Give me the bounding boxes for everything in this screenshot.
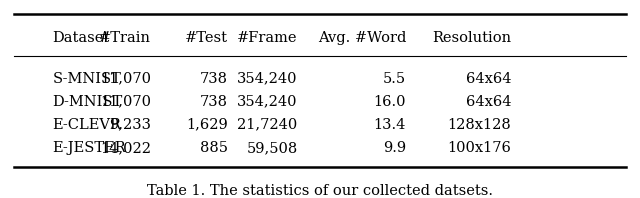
Text: 14,022: 14,022 [100,141,151,155]
Text: 738: 738 [200,72,228,86]
Text: 9,233: 9,233 [109,118,151,132]
Text: Dataset: Dataset [52,31,109,45]
Text: 5.5: 5.5 [383,72,406,86]
Text: 64x64: 64x64 [466,95,511,109]
Text: 128x128: 128x128 [447,118,511,132]
Text: E-JESTER: E-JESTER [52,141,126,155]
Text: #Frame: #Frame [237,31,298,45]
Text: 59,508: 59,508 [246,141,298,155]
Text: 11,070: 11,070 [100,72,151,86]
Text: 21,7240: 21,7240 [237,118,298,132]
Text: D-MNIST: D-MNIST [52,95,123,109]
Text: 1,629: 1,629 [186,118,228,132]
Text: 16.0: 16.0 [374,95,406,109]
Text: 11,070: 11,070 [100,95,151,109]
Text: 64x64: 64x64 [466,72,511,86]
Text: #Test: #Test [184,31,228,45]
Text: E-CLEVR: E-CLEVR [52,118,121,132]
Text: 9.9: 9.9 [383,141,406,155]
Text: S-MNIST: S-MNIST [52,72,121,86]
Text: Avg. #Word: Avg. #Word [317,31,406,45]
Text: 354,240: 354,240 [237,72,298,86]
Text: Table 1. The statistics of our collected datsets.: Table 1. The statistics of our collected… [147,184,493,198]
Text: #Train: #Train [99,31,151,45]
Text: 13.4: 13.4 [374,118,406,132]
Text: 885: 885 [200,141,228,155]
Text: 100x176: 100x176 [447,141,511,155]
Text: Resolution: Resolution [432,31,511,45]
Text: 738: 738 [200,95,228,109]
Text: 354,240: 354,240 [237,95,298,109]
